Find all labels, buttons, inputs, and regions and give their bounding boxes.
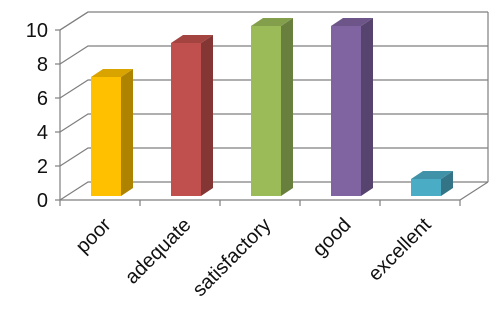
- x-category-label: poor: [72, 214, 116, 258]
- bar-top: [91, 69, 133, 77]
- y-tick-label: 10: [26, 20, 48, 42]
- bar-top: [251, 18, 293, 26]
- bar-adequate: [171, 35, 213, 196]
- bar-top: [411, 171, 453, 179]
- x-category-label: satisfactory: [188, 214, 275, 301]
- y-tick-label: 2: [37, 156, 48, 178]
- y-axis-depth: [59, 11, 89, 31]
- y-tick-labels: 0 2 4 6 8 10: [26, 20, 48, 212]
- bar-excellent: [411, 171, 453, 196]
- bar-poor: [91, 69, 133, 196]
- y-tick-label: 8: [37, 54, 48, 76]
- x-category-label: excellent: [364, 214, 436, 286]
- bars: [91, 18, 453, 196]
- bar-good: [331, 18, 373, 196]
- bar-side: [121, 69, 133, 196]
- x-category-label: adequate: [121, 214, 196, 289]
- y-tick-label: 4: [37, 122, 48, 144]
- bar-side: [441, 171, 453, 196]
- bar-side: [361, 18, 373, 196]
- bar-satisfactory: [251, 18, 293, 196]
- bar-front: [411, 179, 441, 196]
- bar-top: [171, 35, 213, 43]
- bar-front: [251, 26, 281, 196]
- bar-front: [331, 26, 361, 196]
- x-category-label: good: [309, 214, 356, 261]
- bar-front: [91, 77, 121, 196]
- axes: [55, 11, 489, 206]
- y-tick-label: 6: [37, 88, 48, 110]
- bar-side: [281, 18, 293, 196]
- bar-top: [331, 18, 373, 26]
- bar-front: [171, 43, 201, 196]
- y-tick-label: 0: [37, 190, 48, 212]
- bar-side: [201, 35, 213, 196]
